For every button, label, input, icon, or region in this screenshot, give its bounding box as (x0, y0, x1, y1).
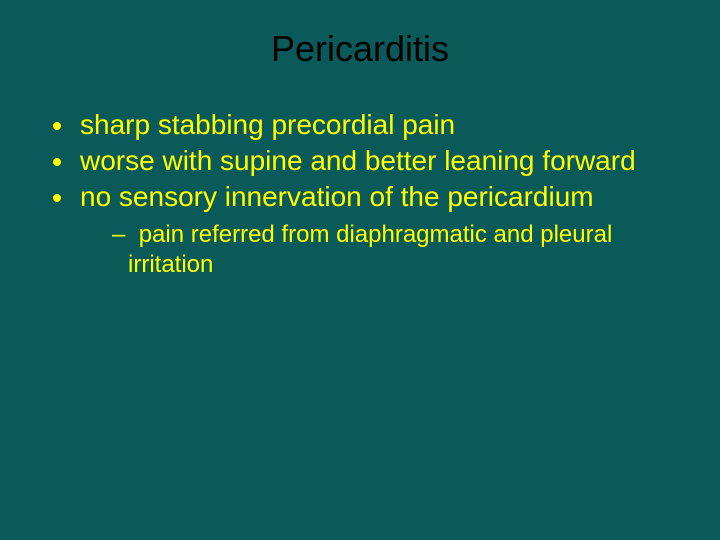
slide: Pericarditis sharp stabbing precordial p… (0, 0, 720, 540)
sub-bullet-list: pain referred from diaphragmatic and ple… (80, 220, 680, 279)
bullet-item: worse with supine and better leaning for… (76, 144, 680, 178)
bullet-list: sharp stabbing precordial pain worse wit… (40, 108, 680, 279)
bullet-text: no sensory innervation of the pericardiu… (80, 181, 594, 212)
bullet-text: sharp stabbing precordial pain (80, 109, 455, 140)
bullet-item: sharp stabbing precordial pain (76, 108, 680, 142)
bullet-text: worse with supine and better leaning for… (80, 145, 636, 176)
sub-bullet-text: pain referred from diaphragmatic and ple… (128, 221, 612, 277)
slide-title: Pericarditis (40, 28, 680, 70)
sub-bullet-item: pain referred from diaphragmatic and ple… (112, 220, 680, 279)
bullet-item: no sensory innervation of the pericardiu… (76, 180, 680, 279)
